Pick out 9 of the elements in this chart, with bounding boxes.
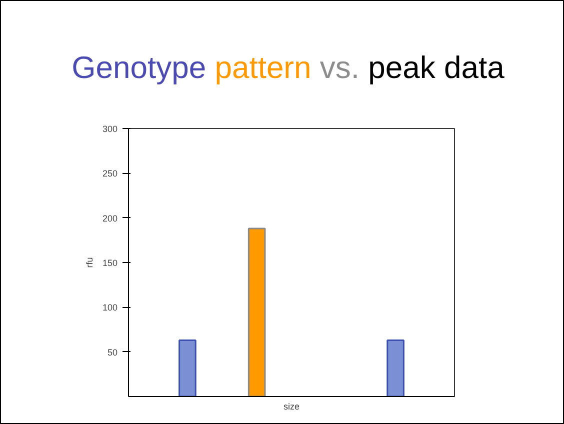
y-tick-label: 50 bbox=[107, 347, 118, 358]
chart-title: Genotype pattern vs. peak data bbox=[72, 50, 504, 85]
x-axis-title: size bbox=[284, 402, 300, 412]
y-tick-label: 200 bbox=[102, 213, 118, 224]
y-tick-label: 150 bbox=[102, 258, 118, 268]
y-tick-label: 250 bbox=[102, 168, 118, 179]
y-tick-label: 300 bbox=[102, 124, 118, 134]
y-tick-label: 100 bbox=[102, 302, 118, 313]
y-axis-title: rfu bbox=[84, 257, 94, 268]
